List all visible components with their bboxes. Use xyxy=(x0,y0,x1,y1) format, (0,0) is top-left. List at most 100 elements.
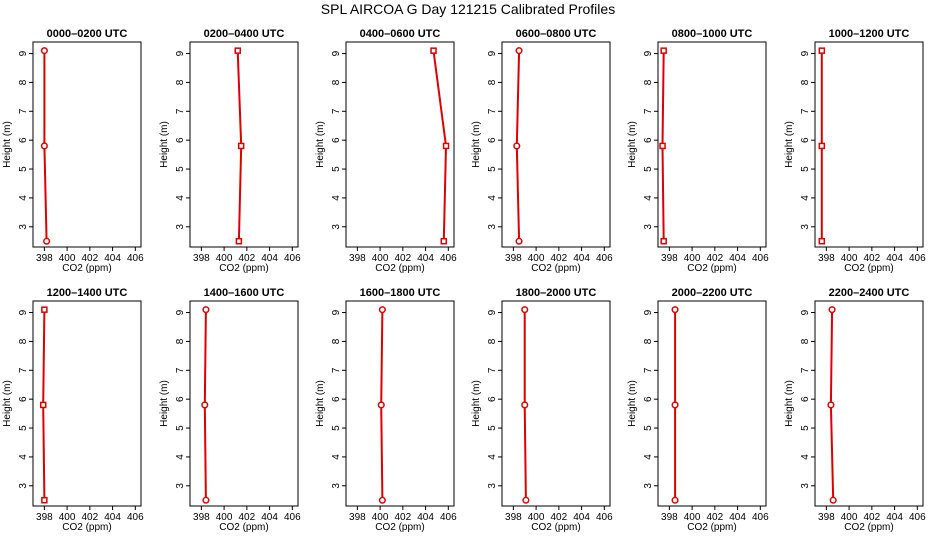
y-tick-label: 3 xyxy=(175,224,186,230)
data-point xyxy=(43,237,51,245)
x-axis-label: CO2 (ppm) xyxy=(62,263,111,274)
y-tick-label: 6 xyxy=(487,137,498,143)
y-tick-label: 4 xyxy=(487,195,498,201)
data-point xyxy=(40,47,48,55)
y-tick-label: 6 xyxy=(643,137,654,143)
data-point xyxy=(234,47,241,54)
data-point xyxy=(671,496,679,504)
y-axis-label: Height (m) xyxy=(471,380,482,427)
data-point xyxy=(201,401,209,409)
x-tick-label: 400 xyxy=(216,253,233,264)
x-tick-label: 406 xyxy=(909,512,926,523)
y-tick-label: 5 xyxy=(800,166,811,172)
plot-frame xyxy=(189,300,299,507)
y-tick-label: 8 xyxy=(800,79,811,85)
plot-frame xyxy=(501,300,611,507)
panel-title: 1000–1200 UTC xyxy=(829,28,910,40)
x-tick-label: 404 xyxy=(104,253,121,264)
y-tick-label: 7 xyxy=(800,367,811,373)
y-tick-label: 8 xyxy=(643,338,654,344)
data-point xyxy=(235,237,243,245)
data-point xyxy=(522,496,530,504)
y-tick-label: 7 xyxy=(487,367,498,373)
y-tick-label: 3 xyxy=(487,483,498,489)
x-axis-label: CO2 (ppm) xyxy=(219,522,268,533)
data-point xyxy=(818,237,826,245)
x-tick-label: 400 xyxy=(59,512,76,523)
plot-frame xyxy=(345,300,455,507)
data-point xyxy=(818,142,826,150)
y-tick-label: 5 xyxy=(643,425,654,431)
y-tick-label: 5 xyxy=(175,166,186,172)
y-axis-label: Height (m) xyxy=(784,380,795,427)
x-tick-label: 404 xyxy=(417,512,434,523)
x-tick-label: 398 xyxy=(36,512,53,523)
y-tick-label: 9 xyxy=(331,309,342,315)
y-tick-label: 5 xyxy=(331,425,342,431)
y-tick-label: 4 xyxy=(800,195,811,201)
plot-frame xyxy=(657,41,767,248)
plot-frame xyxy=(657,300,767,507)
x-tick-label: 402 xyxy=(863,512,880,523)
y-tick-label: 8 xyxy=(331,338,342,344)
y-tick-label: 6 xyxy=(18,396,29,402)
y-tick-label: 7 xyxy=(175,367,186,373)
y-tick-label: 9 xyxy=(800,50,811,56)
x-tick-label: 398 xyxy=(349,512,366,523)
y-tick-label: 6 xyxy=(331,396,342,402)
plot-frame xyxy=(345,41,455,248)
panel-title: 0200–0400 UTC xyxy=(204,28,285,40)
x-tick-label: 400 xyxy=(216,512,233,523)
x-axis-label: CO2 (ppm) xyxy=(844,522,893,533)
y-tick-label: 9 xyxy=(487,50,498,56)
y-tick-label: 3 xyxy=(643,483,654,489)
y-tick-label: 8 xyxy=(175,79,186,85)
x-tick-label: 406 xyxy=(127,253,144,264)
data-point xyxy=(40,142,48,150)
x-axis-label: CO2 (ppm) xyxy=(687,522,736,533)
x-tick-label: 398 xyxy=(505,253,522,264)
y-axis-label: Height (m) xyxy=(315,121,326,168)
y-tick-label: 7 xyxy=(643,367,654,373)
x-tick-label: 398 xyxy=(193,512,210,523)
x-axis-label: CO2 (ppm) xyxy=(531,263,580,274)
x-tick-label: 400 xyxy=(684,253,701,264)
data-point xyxy=(202,496,210,504)
x-axis-label: CO2 (ppm) xyxy=(375,522,424,533)
data-point xyxy=(377,401,385,409)
y-tick-label: 7 xyxy=(487,108,498,114)
data-point xyxy=(818,47,826,54)
data-point xyxy=(660,47,667,54)
y-tick-label: 4 xyxy=(487,454,498,460)
x-tick-label: 402 xyxy=(550,253,567,264)
y-tick-label: 9 xyxy=(643,50,654,56)
x-tick-label: 404 xyxy=(261,253,278,264)
x-tick-label: 398 xyxy=(193,253,210,264)
data-point xyxy=(440,237,448,245)
y-tick-label: 4 xyxy=(18,454,29,460)
y-axis-label: Height (m) xyxy=(2,121,13,168)
y-tick-label: 8 xyxy=(331,79,342,85)
y-tick-label: 5 xyxy=(800,425,811,431)
y-tick-label: 8 xyxy=(800,338,811,344)
y-tick-label: 9 xyxy=(643,309,654,315)
y-tick-label: 5 xyxy=(175,425,186,431)
y-tick-label: 5 xyxy=(643,166,654,172)
y-tick-label: 6 xyxy=(18,137,29,143)
panel-title: 1400–1600 UTC xyxy=(204,287,285,299)
plot-frame xyxy=(32,300,142,507)
y-tick-label: 9 xyxy=(800,309,811,315)
data-point xyxy=(513,142,521,150)
x-tick-label: 406 xyxy=(440,253,457,264)
y-tick-label: 7 xyxy=(331,108,342,114)
x-tick-label: 404 xyxy=(573,512,590,523)
y-tick-label: 4 xyxy=(643,454,654,460)
x-tick-label: 402 xyxy=(394,253,411,264)
y-tick-label: 7 xyxy=(175,108,186,114)
x-tick-label: 400 xyxy=(841,253,858,264)
x-tick-label: 404 xyxy=(886,253,903,264)
x-tick-label: 402 xyxy=(706,253,723,264)
x-tick-label: 404 xyxy=(729,253,746,264)
x-tick-label: 398 xyxy=(661,253,678,264)
x-tick-label: 402 xyxy=(81,512,98,523)
